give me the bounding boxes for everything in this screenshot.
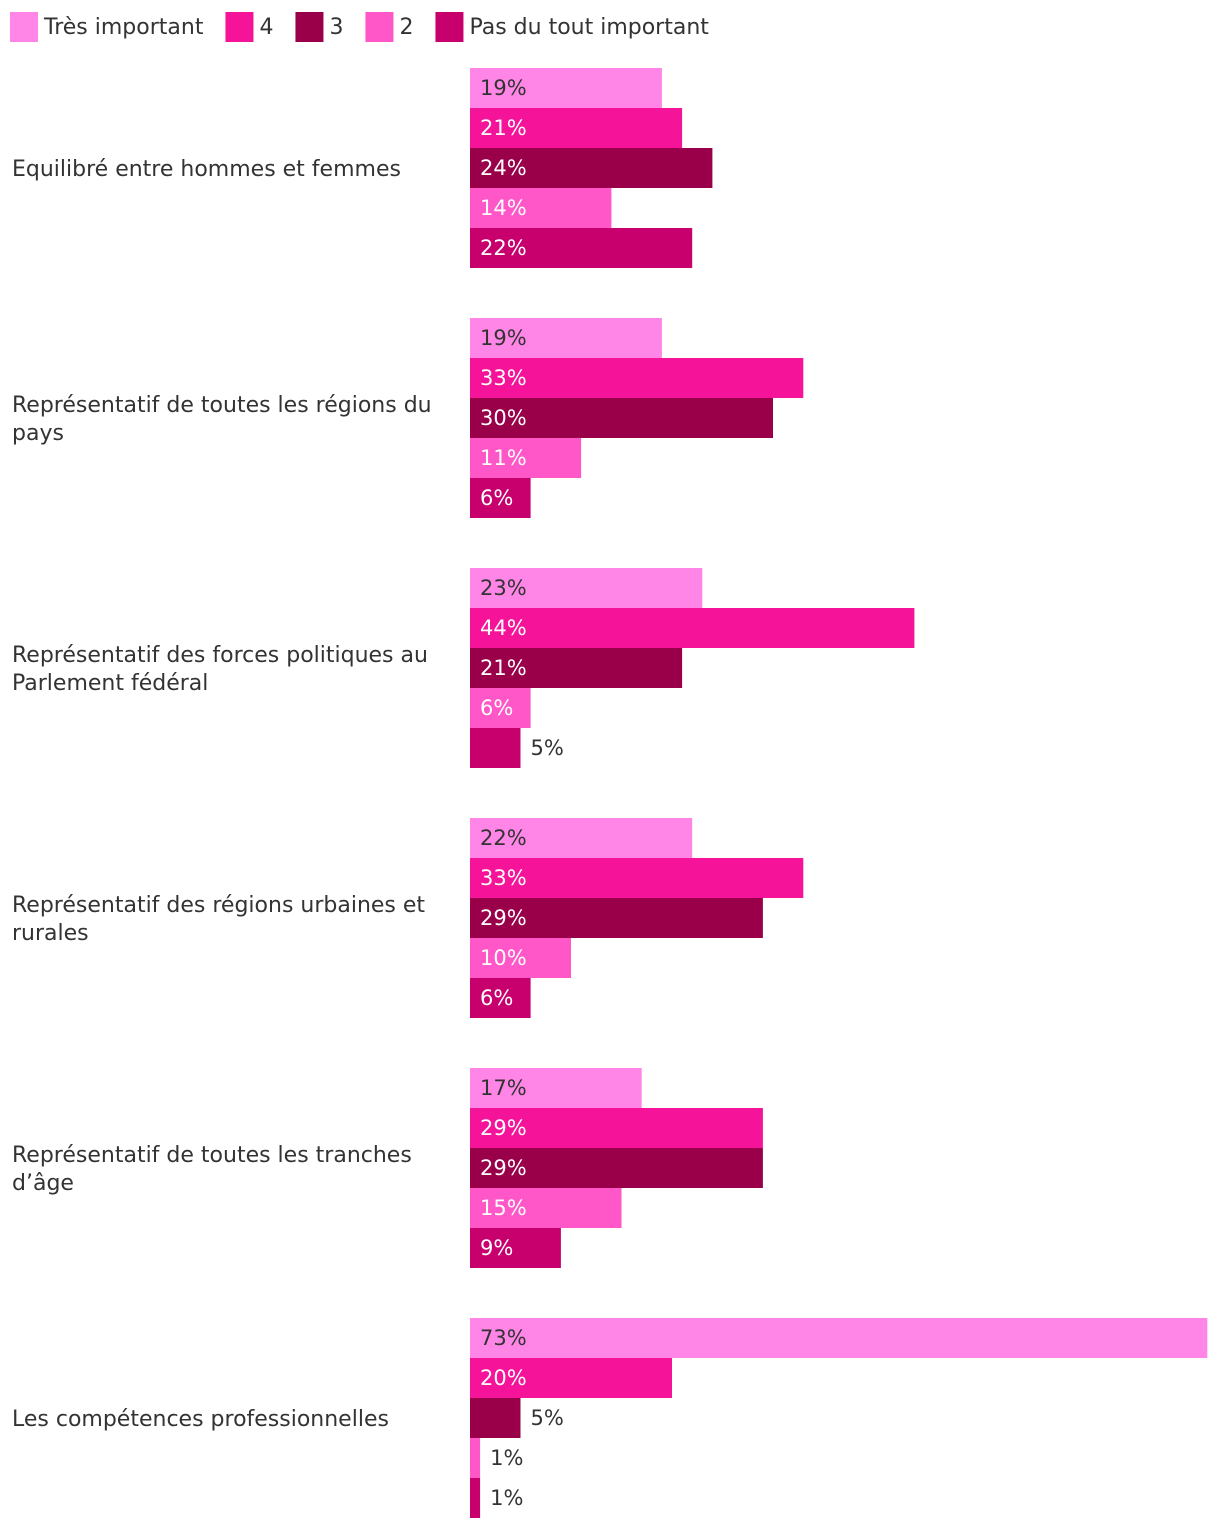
legend-swatch-2	[295, 12, 324, 42]
bars	[470, 68, 1208, 1518]
data-label-5-0: 73%	[480, 1326, 527, 1350]
bar-0-3	[470, 188, 612, 228]
bar-5-0	[470, 1318, 1208, 1358]
bar-1-2	[470, 398, 773, 438]
data-label-1-2: 30%	[480, 406, 527, 430]
legend-label-4: Pas du tout important	[469, 15, 709, 40]
bar-1-1	[470, 358, 804, 398]
bar-4-4	[470, 1228, 561, 1268]
bar-4-2	[470, 1148, 763, 1188]
legend-label-1: 4	[259, 15, 273, 40]
legend-label-3: 2	[399, 15, 413, 40]
category-label-1: Représentatif de toutes les régions du pa…	[12, 393, 432, 446]
data-label-1-4: 6%	[480, 486, 513, 510]
data-label-3-2: 29%	[480, 906, 527, 930]
bar-3-0	[470, 818, 693, 858]
bar-0-4	[470, 228, 693, 268]
data-label-3-0: 22%	[480, 826, 527, 850]
bar-3-2	[470, 898, 763, 938]
bar-1-3	[470, 438, 582, 478]
bar-2-0	[470, 568, 703, 608]
bar-1-0	[470, 318, 662, 358]
bar-0-1	[470, 108, 683, 148]
category-label-5: Les compétences professionnelles	[12, 1407, 389, 1432]
data-label-4-4: 9%	[480, 1236, 513, 1260]
bar-4-0	[470, 1068, 642, 1108]
legend-label-2: 3	[329, 15, 343, 40]
data-label-2-0: 23%	[480, 576, 527, 600]
bar-5-3	[470, 1438, 481, 1478]
data-label-5-4: 1%	[490, 1486, 523, 1510]
data-label-0-4: 22%	[480, 236, 527, 260]
bar-2-3	[470, 688, 531, 728]
data-label-1-3: 11%	[480, 446, 527, 470]
data-label-0-2: 24%	[480, 156, 527, 180]
data-label-5-1: 20%	[480, 1366, 527, 1390]
data-label-4-3: 15%	[480, 1196, 527, 1220]
legend-swatch-3	[365, 12, 394, 42]
data-label-5-2: 5%	[531, 1406, 564, 1430]
bar-2-2	[470, 648, 683, 688]
data-label-2-4: 5%	[531, 736, 564, 760]
data-label-3-3: 10%	[480, 946, 527, 970]
data-label-0-0: 19%	[480, 76, 527, 100]
bar-4-3	[470, 1188, 622, 1228]
category-label-0: Equilibré entre hommes et femmes	[12, 157, 401, 182]
bar-5-4	[470, 1478, 481, 1518]
data-label-1-1: 33%	[480, 366, 527, 390]
legend-label-0: Très important	[43, 15, 204, 40]
bar-1-4	[470, 478, 531, 518]
data-label-2-3: 6%	[480, 696, 513, 720]
bar-0-2	[470, 148, 713, 188]
category-label-2: Représentatif des forces politiques au Pa…	[12, 643, 428, 696]
legend-swatch-0	[10, 12, 38, 42]
bar-5-2	[470, 1398, 521, 1438]
data-label-1-0: 19%	[480, 326, 527, 350]
bar-4-1	[470, 1108, 763, 1148]
bar-2-1	[470, 608, 915, 648]
legend-swatch-4	[435, 12, 464, 42]
data-label-2-2: 21%	[480, 656, 527, 680]
category-label-3: Représentatif des régions urbaines et rur…	[12, 893, 425, 946]
data-label-4-0: 17%	[480, 1076, 527, 1100]
bar-5-1	[470, 1358, 672, 1398]
data-label-0-3: 14%	[480, 196, 527, 220]
data-label-4-2: 29%	[480, 1156, 527, 1180]
data-label-2-1: 44%	[480, 616, 527, 640]
data-label-3-4: 6%	[480, 986, 513, 1010]
category-label-4: Représentatif de toutes les tranches d’âg…	[12, 1143, 412, 1196]
bar-3-1	[470, 858, 804, 898]
bar-2-4	[470, 728, 521, 768]
category-labels: Equilibré entre hommes et femmes Représen…	[12, 157, 432, 1432]
bar-0-0	[470, 68, 662, 108]
data-label-0-1: 21%	[480, 116, 527, 140]
data-label-3-1: 33%	[480, 866, 527, 890]
legend-swatch-1	[225, 12, 254, 42]
data-label-5-3: 1%	[490, 1446, 523, 1470]
bar-3-3	[470, 938, 571, 978]
legend: Très important 4 3 2 Pas du tout important	[10, 12, 709, 42]
bar-3-4	[470, 978, 531, 1018]
data-label-4-1: 29%	[480, 1116, 527, 1140]
data-labels: 19% 21% 24% 14% 22% 19% 33% 30% 11% 6% 23% 44% 21% 6%…	[480, 76, 564, 1510]
